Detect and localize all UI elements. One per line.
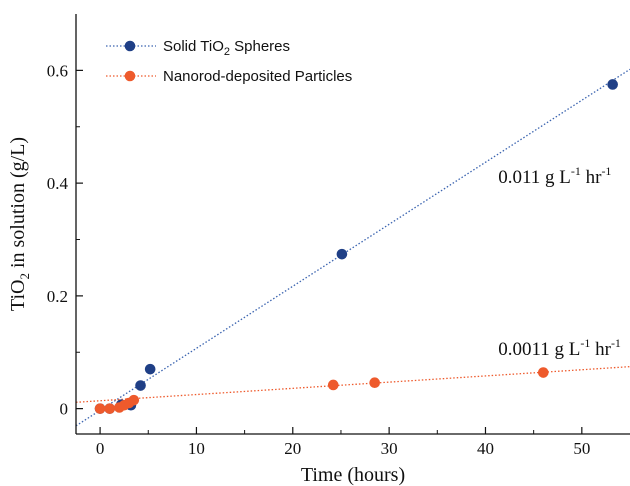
annotation-text: hr xyxy=(590,339,611,360)
legend-label-part: Spheres xyxy=(230,38,290,55)
y-tick-label: 0.2 xyxy=(47,287,68,306)
annotation-superscript: -1 xyxy=(601,164,611,178)
data-point-series-2 xyxy=(537,367,549,378)
y-tick-label: 0 xyxy=(60,400,69,419)
data-point-series-2 xyxy=(327,379,339,391)
annotation-superscript: -1 xyxy=(580,336,590,350)
y-axis-title-part: in solution (g/L) xyxy=(7,137,29,273)
x-axis-title: Time (hours) xyxy=(301,464,405,486)
fit-line-series-1 xyxy=(76,68,630,427)
y-tick-label: 0.6 xyxy=(47,61,68,80)
data-point-series-2 xyxy=(369,377,380,388)
annotation-text: hr xyxy=(581,167,602,188)
annotation-text: 0.011 g L xyxy=(498,167,571,188)
data-points xyxy=(94,79,618,414)
legend-label-part: Solid TiO xyxy=(163,38,224,55)
data-point-series-1 xyxy=(607,79,618,90)
y-axis-title-part: TiO xyxy=(7,280,29,312)
legend-marker xyxy=(124,70,136,82)
x-tick-label: 0 xyxy=(96,439,105,458)
legend-marker xyxy=(124,40,136,52)
annotation-superscript: -1 xyxy=(571,164,581,178)
y-axis-title-subscript: 2 xyxy=(17,273,32,280)
data-point-series-1 xyxy=(336,248,348,260)
legend-label-subscript: 2 xyxy=(224,46,230,58)
y-axis-title: TiO2 in solution (g/L) xyxy=(7,137,32,311)
annotation-text: 0.0011 g L xyxy=(498,339,580,360)
legend: Solid TiO2 Spheres Nanorod-deposited Part… xyxy=(106,38,352,85)
legend-label: Nanorod-deposited Particles xyxy=(163,68,352,85)
data-point-series-1 xyxy=(144,363,156,375)
x-tick-label: 30 xyxy=(381,439,398,458)
annotation-superscript: -1 xyxy=(611,336,621,350)
data-point-series-2 xyxy=(128,394,140,406)
rate-annotation-series-1: 0.011 g L-1 hr-1 xyxy=(498,164,611,188)
axes: 0 10 20 30 40 50 0 0.2 0.4 0.6 xyxy=(47,14,630,458)
data-point-series-2 xyxy=(94,403,106,414)
x-tick-label: 40 xyxy=(477,439,494,458)
y-tick-label: 0.4 xyxy=(47,174,69,193)
x-tick-label: 10 xyxy=(188,439,205,458)
fit-line-series-2 xyxy=(76,365,630,403)
rate-annotation-series-2: 0.0011 g L-1 hr-1 xyxy=(498,336,621,360)
fit-lines xyxy=(76,68,630,427)
legend-label: Solid TiO2 Spheres xyxy=(163,38,290,58)
annotations: 0.011 g L-1 hr-10.0011 g L-1 hr-1 xyxy=(498,164,621,360)
data-point-series-1 xyxy=(135,380,146,391)
x-tick-label: 20 xyxy=(284,439,301,458)
data-point-series-2 xyxy=(104,403,116,414)
x-tick-label: 50 xyxy=(573,439,590,458)
